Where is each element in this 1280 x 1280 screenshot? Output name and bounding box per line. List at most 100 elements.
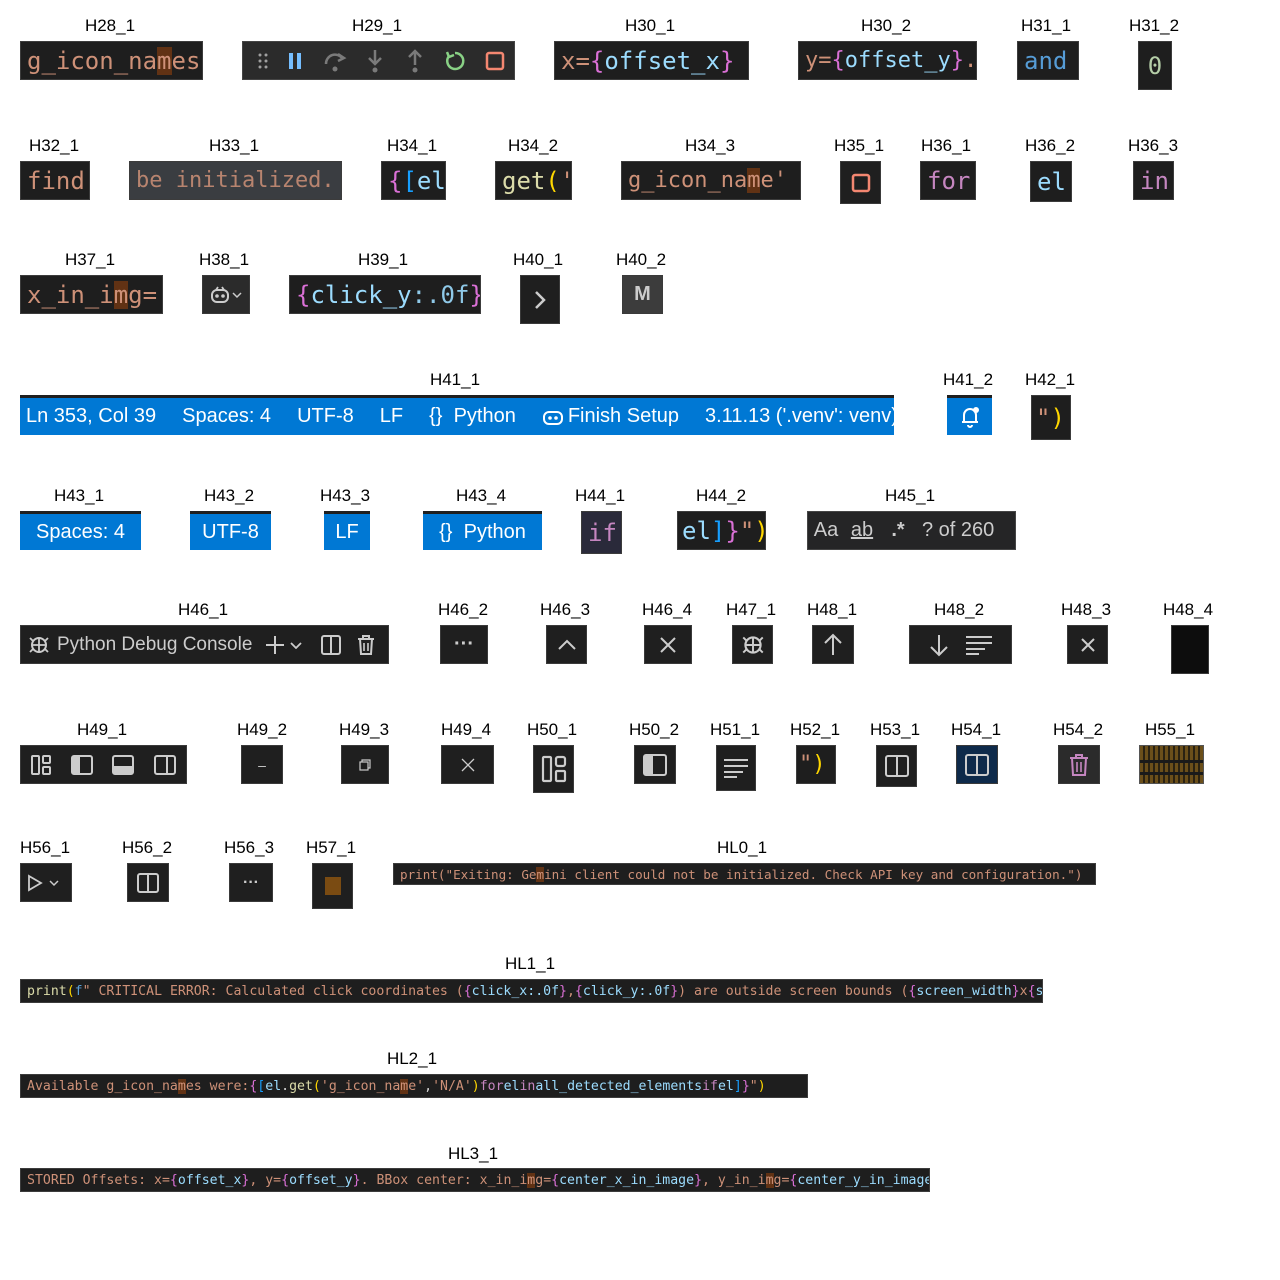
status-finish-setup[interactable]: Finish Setup	[542, 405, 679, 428]
arrow-down-icon[interactable]	[929, 633, 949, 657]
split-editor-button[interactable]	[876, 745, 917, 787]
caption: H29_1	[351, 16, 403, 35]
caption: H43_3	[319, 486, 371, 505]
code-line-hl2: Available g_icon_na m es were: {[el. get('g…	[20, 1074, 808, 1098]
notifications-button[interactable]	[947, 395, 992, 435]
code-crop-zero: 0	[1138, 41, 1172, 90]
caption: H56_2	[121, 838, 173, 857]
minimize-button[interactable]: –	[241, 745, 283, 784]
status-language[interactable]: {} Python	[423, 511, 542, 550]
more-actions-button[interactable]: ···	[229, 863, 273, 902]
step-out-icon[interactable]	[395, 46, 435, 76]
stop-button[interactable]	[840, 161, 881, 204]
stop-icon	[851, 173, 871, 193]
step-over-icon[interactable]	[314, 46, 354, 76]
chevron-right-icon	[533, 289, 547, 311]
find-in-selection-icon[interactable]	[965, 635, 993, 655]
caption: H49_3	[338, 720, 390, 739]
status-eol[interactable]: LF	[324, 511, 370, 550]
texture-thumbnail	[1139, 745, 1204, 784]
caption: HL0_1	[716, 838, 768, 857]
caption: H56_3	[223, 838, 275, 857]
caption: H45_1	[884, 486, 936, 505]
caption: H48_1	[806, 600, 858, 619]
caption: H36_3	[1127, 136, 1179, 155]
code-crop-be-initialized: be initialized.	[129, 161, 342, 200]
caption: H52_1	[789, 720, 841, 739]
close-window-button[interactable]	[441, 745, 494, 784]
split-editor-button[interactable]	[127, 863, 169, 902]
caption: H41_2	[942, 370, 994, 389]
debug-icon	[740, 632, 766, 658]
caption: H54_1	[950, 720, 1002, 739]
caption: H37_1	[64, 250, 116, 269]
status-encoding[interactable]: UTF-8	[297, 405, 354, 427]
caption: H40_1	[512, 250, 564, 269]
status-interpreter[interactable]: 3.11.13 ('.venv': venv)	[705, 405, 894, 427]
play-icon	[27, 873, 43, 892]
status-spaces[interactable]: Spaces: 4	[182, 405, 272, 427]
restore-button[interactable]	[341, 745, 389, 784]
toggle-secondary-sidebar-icon[interactable]	[153, 754, 177, 776]
caption: H36_1	[920, 136, 972, 155]
close-panel-button[interactable]	[644, 625, 692, 664]
debug-console-button[interactable]	[732, 625, 773, 664]
split-editor-active-button[interactable]	[956, 745, 998, 784]
caption: H51_1	[709, 720, 761, 739]
stop-icon[interactable]	[476, 46, 514, 76]
caption: H50_2	[628, 720, 680, 739]
trash-icon[interactable]	[356, 634, 376, 656]
status-language[interactable]: {} Python	[429, 405, 516, 427]
wrap-lines-button[interactable]	[716, 745, 756, 791]
find-result-count: ? of 260	[922, 519, 995, 541]
caption: H34_2	[507, 136, 559, 155]
close-find-button[interactable]	[1067, 625, 1108, 664]
split-terminal-icon[interactable]	[320, 634, 342, 656]
previous-match-button[interactable]	[812, 625, 854, 664]
caption: H30_1	[624, 16, 676, 35]
regex-toggle[interactable]: .*	[891, 519, 905, 541]
find-highlight-swatch	[312, 863, 353, 909]
caption: H47_1	[725, 600, 777, 619]
trash-icon	[1068, 753, 1090, 777]
more-actions-button[interactable]: ···	[440, 625, 488, 664]
pause-icon[interactable]	[276, 46, 314, 76]
whole-word-toggle[interactable]: ab	[850, 519, 874, 541]
status-encoding[interactable]: UTF-8	[190, 511, 271, 550]
restore-icon	[359, 758, 371, 771]
caption: H43_2	[203, 486, 255, 505]
code-crop-g-icon-name: g_icon_na m e'	[621, 161, 801, 200]
status-spaces[interactable]: Spaces: 4	[20, 511, 141, 550]
code-crop-brace-el: {[el	[381, 161, 446, 200]
copilot-menu-button[interactable]	[202, 275, 250, 314]
restart-icon[interactable]	[435, 46, 475, 76]
caption: H56_1	[19, 838, 71, 857]
customize-layout-button[interactable]	[533, 745, 574, 793]
toggle-panel-icon[interactable]	[111, 754, 135, 776]
caption: H48_2	[933, 600, 985, 619]
plus-icon[interactable]	[264, 634, 286, 656]
braces-icon: {}	[439, 520, 453, 543]
code-crop-find: find	[20, 161, 90, 200]
match-case-toggle[interactable]: Aa	[813, 519, 839, 541]
status-eol[interactable]: LF	[379, 405, 404, 427]
code-crop-x-in-img: x_in_i m g=	[20, 275, 163, 314]
toggle-primary-sidebar-button[interactable]	[634, 745, 676, 784]
caption: H49_1	[76, 720, 128, 739]
customize-layout-icon[interactable]	[30, 754, 52, 776]
run-menu-button[interactable]	[20, 863, 72, 902]
toggle-primary-sidebar-icon[interactable]	[70, 754, 94, 776]
gripper-icon[interactable]	[251, 46, 276, 76]
status-ln-col[interactable]: Ln 353, Col 39	[26, 405, 157, 427]
kill-terminal-button[interactable]	[1058, 745, 1100, 784]
caption: H34_1	[386, 136, 438, 155]
terminal-title[interactable]: Python Debug Console	[57, 633, 253, 655]
caption: H57_1	[305, 838, 357, 857]
code-line-hl0: print("Exiting: Ge m ini client could not …	[393, 863, 1096, 885]
code-crop-el: el	[1030, 161, 1072, 202]
code-crop-quote-paren-small: ")	[796, 745, 836, 784]
chevron-down-icon[interactable]	[290, 641, 303, 649]
chevron-button[interactable]	[520, 275, 560, 324]
step-into-icon[interactable]	[355, 46, 395, 76]
maximize-panel-button[interactable]	[546, 625, 587, 664]
